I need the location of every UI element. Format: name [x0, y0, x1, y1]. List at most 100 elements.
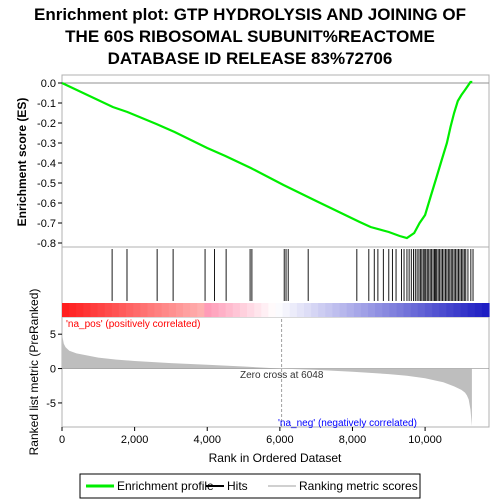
neg-correlated-label: 'na_neg' (negatively correlated) [278, 418, 417, 429]
x-tick-label-3: 6,000 [266, 434, 294, 446]
heat-segment-51 [424, 303, 433, 317]
heat-segment-19 [197, 303, 205, 317]
heat-segment-0 [62, 303, 70, 317]
heat-segment-14 [161, 303, 170, 317]
es-y-tick-label-7: -0.7 [37, 218, 56, 230]
heat-segment-50 [417, 303, 426, 317]
heat-segment-34 [304, 303, 312, 317]
chart-title-line-1: Enrichment plot: GTP HYDROLYSIS AND JOIN… [34, 5, 466, 24]
heat-segment-27 [254, 303, 262, 317]
legend-hits-label: Hits [227, 479, 248, 493]
heat-segment-20 [204, 303, 212, 317]
legend-metric-label: Ranking metric scores [299, 479, 418, 493]
heat-segment-46 [389, 303, 398, 317]
heat-segment-4 [90, 303, 99, 317]
heat-segment-7 [111, 303, 120, 317]
heat-segment-58 [474, 303, 483, 317]
x-tick-label-1: 2,000 [121, 434, 149, 446]
heat-segment-47 [396, 303, 405, 317]
es-y-tick-label-0: 0.0 [41, 78, 56, 90]
heat-segment-49 [410, 303, 419, 317]
heat-segment-29 [268, 303, 277, 317]
es-y-tick-label-1: -0.1 [37, 98, 56, 110]
heat-segment-23 [225, 303, 234, 317]
heat-segment-48 [403, 303, 412, 317]
heat-segment-24 [232, 303, 241, 317]
x-tick-label-4: 8,000 [339, 434, 367, 446]
heat-segment-17 [183, 303, 191, 317]
heat-segment-9 [126, 303, 134, 317]
heat-segment-43 [368, 303, 376, 317]
heat-segment-38 [332, 303, 341, 317]
es-y-tick-label-8: -0.8 [37, 238, 56, 250]
heat-segment-15 [168, 303, 177, 317]
legend-es-label: Enrichment profile [117, 479, 214, 493]
heat-segment-31 [282, 303, 291, 317]
heat-segment-33 [296, 303, 305, 317]
legend-box [79, 473, 421, 499]
es-y-tick-label-4: -0.4 [37, 158, 56, 170]
legend: Enrichment profile Hits Ranking metric s… [79, 473, 421, 499]
heat-segment-45 [382, 303, 390, 317]
es-y-tick-label-2: -0.2 [37, 118, 56, 130]
es-panel-frame [61, 74, 490, 248]
heat-segment-54 [446, 303, 454, 317]
heat-segment-22 [218, 303, 227, 317]
x-axis-label: Rank in Ordered Dataset [209, 451, 342, 465]
metric-y-tick-label-1: 0 [50, 364, 56, 376]
x-tick-label-5: 10,000 [408, 434, 442, 446]
heat-segment-52 [432, 303, 440, 317]
heat-segment-40 [346, 303, 355, 317]
heat-segment-55 [453, 303, 462, 317]
es-y-tick-label-5: -0.5 [37, 178, 56, 190]
es-axis-label: Enrichment score (ES) [15, 98, 29, 227]
x-tick-label-2: 4,000 [193, 434, 221, 446]
metric-y-tick-label-2: -5 [46, 398, 56, 410]
es-y-tick-label-6: -0.6 [37, 198, 56, 210]
heat-segment-16 [175, 303, 184, 317]
heat-segment-37 [325, 303, 333, 317]
heat-segment-21 [211, 303, 220, 317]
heat-segment-6 [104, 303, 113, 317]
heat-segment-57 [467, 303, 476, 317]
heat-segment-56 [460, 303, 469, 317]
es-series [61, 80, 473, 240]
heat-segment-28 [261, 303, 269, 317]
heat-segment-53 [439, 303, 447, 317]
heat-segment-5 [97, 303, 106, 317]
heat-segment-59 [481, 303, 490, 317]
rank-heat-bar [62, 303, 490, 317]
es-series-line [61, 80, 473, 240]
heat-segment-18 [190, 303, 198, 317]
chart-title-line-2: THE 60S RIBOSOMAL SUBUNIT%REACTOME [65, 27, 435, 46]
chart-title-line-3: DATABASE ID RELEASE 83%72706 [108, 49, 393, 68]
heat-segment-13 [154, 303, 163, 317]
metric-y-tick-label-0: 5 [50, 329, 56, 341]
heat-segment-36 [318, 303, 326, 317]
heat-segment-11 [140, 303, 148, 317]
hit-marks [111, 249, 474, 301]
metric-axis-label: Ranked list metric (PreRanked) [27, 289, 41, 456]
es-y-tick-label-3: -0.3 [37, 138, 56, 150]
heat-segment-44 [375, 303, 383, 317]
heat-segment-3 [83, 303, 91, 317]
heat-segment-42 [360, 303, 369, 317]
axis-ticks: 0.0 -0.1 -0.2 -0.3 -0.4 -0.5 -0.6 -0.7 -0.8 5 0 -5 0… [37, 78, 442, 446]
heat-segment-2 [76, 303, 84, 317]
heat-segment-25 [239, 303, 248, 317]
heat-segment-8 [118, 303, 127, 317]
zero-cross-label: Zero cross at 6048 [240, 370, 324, 381]
heat-segment-12 [147, 303, 156, 317]
heat-segment-39 [339, 303, 348, 317]
heat-segment-30 [275, 303, 284, 317]
heat-segment-35 [311, 303, 319, 317]
metric-series [62, 319, 489, 427]
x-tick-label-0: 0 [59, 434, 65, 446]
heat-segment-32 [289, 303, 298, 317]
heat-segment-41 [353, 303, 362, 317]
heat-segment-1 [69, 303, 77, 317]
heat-segment-26 [247, 303, 255, 317]
heat-segment-10 [133, 303, 141, 317]
pos-correlated-label: 'na_pos' (positively correlated) [66, 319, 200, 330]
